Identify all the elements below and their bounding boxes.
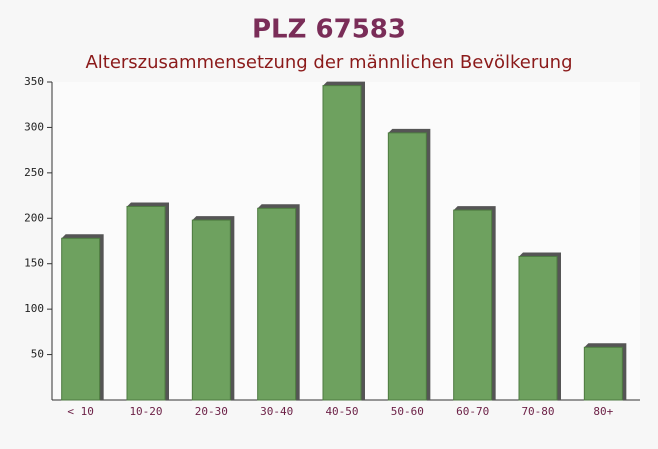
y-tick-label: 350: [24, 75, 44, 88]
x-tick-label: 20-30: [195, 405, 228, 418]
bar: [583, 346, 623, 401]
y-tick-label: 300: [24, 120, 44, 133]
x-tick-label: 30-40: [260, 405, 293, 418]
chart-title: PLZ 67583: [252, 15, 406, 45]
bar: [257, 207, 297, 401]
bar: [61, 237, 101, 401]
x-tick-label: 60-70: [456, 405, 489, 418]
bar: [322, 85, 362, 401]
y-tick-label: 50: [31, 348, 44, 361]
y-tick-label: 150: [24, 257, 44, 270]
chart-subtitle: Alterszusammensetzung der männlichen Bev…: [85, 52, 572, 73]
y-tick-label: 200: [24, 211, 44, 224]
bar: [126, 205, 166, 401]
bar: [453, 209, 493, 401]
x-tick-label: 50-60: [391, 405, 424, 418]
x-tick-label: 40-50: [325, 405, 358, 418]
y-tick-label: 250: [24, 166, 44, 179]
y-tick-label: 100: [24, 302, 44, 315]
bar: [191, 219, 231, 401]
x-tick-label: 10-20: [129, 405, 162, 418]
bar: [387, 132, 427, 401]
x-tick-label: < 10: [67, 405, 94, 418]
x-tick-label: 80+: [593, 405, 613, 418]
x-tick-label: 70-80: [521, 405, 554, 418]
bar: [518, 255, 558, 401]
